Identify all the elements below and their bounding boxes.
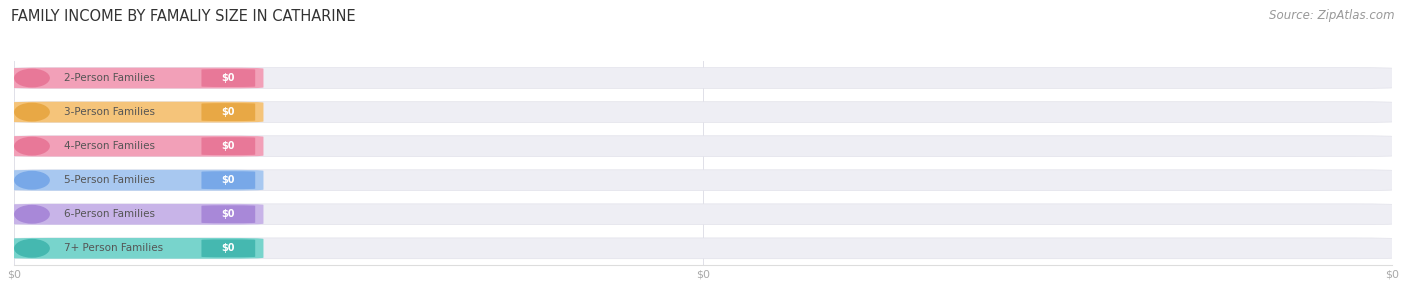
FancyBboxPatch shape bbox=[8, 102, 263, 123]
Text: Source: ZipAtlas.com: Source: ZipAtlas.com bbox=[1270, 9, 1395, 22]
Text: $0: $0 bbox=[222, 243, 235, 253]
Text: 5-Person Families: 5-Person Families bbox=[63, 175, 155, 185]
Text: $0: $0 bbox=[222, 107, 235, 117]
FancyBboxPatch shape bbox=[8, 68, 263, 88]
Text: $0: $0 bbox=[222, 175, 235, 185]
FancyBboxPatch shape bbox=[8, 136, 263, 156]
FancyBboxPatch shape bbox=[201, 137, 256, 155]
FancyBboxPatch shape bbox=[8, 68, 1396, 88]
Text: $0: $0 bbox=[222, 209, 235, 219]
Text: 2-Person Families: 2-Person Families bbox=[63, 73, 155, 83]
FancyBboxPatch shape bbox=[201, 239, 256, 257]
FancyBboxPatch shape bbox=[201, 205, 256, 223]
Ellipse shape bbox=[14, 137, 49, 156]
Ellipse shape bbox=[14, 205, 49, 224]
FancyBboxPatch shape bbox=[8, 204, 1396, 225]
Text: $0: $0 bbox=[222, 73, 235, 83]
Text: 3-Person Families: 3-Person Families bbox=[63, 107, 155, 117]
Ellipse shape bbox=[14, 103, 49, 121]
Ellipse shape bbox=[14, 171, 49, 190]
FancyBboxPatch shape bbox=[201, 103, 256, 121]
FancyBboxPatch shape bbox=[8, 238, 1396, 259]
Ellipse shape bbox=[14, 69, 49, 88]
Text: FAMILY INCOME BY FAMALIY SIZE IN CATHARINE: FAMILY INCOME BY FAMALIY SIZE IN CATHARI… bbox=[11, 9, 356, 24]
Text: 4-Person Families: 4-Person Families bbox=[63, 141, 155, 151]
Text: 7+ Person Families: 7+ Person Families bbox=[63, 243, 163, 253]
Text: 6-Person Families: 6-Person Families bbox=[63, 209, 155, 219]
FancyBboxPatch shape bbox=[201, 69, 256, 87]
FancyBboxPatch shape bbox=[8, 204, 263, 225]
FancyBboxPatch shape bbox=[8, 170, 263, 191]
Text: $0: $0 bbox=[222, 141, 235, 151]
Ellipse shape bbox=[14, 239, 49, 258]
FancyBboxPatch shape bbox=[8, 238, 263, 259]
FancyBboxPatch shape bbox=[8, 102, 1396, 123]
FancyBboxPatch shape bbox=[201, 171, 256, 189]
FancyBboxPatch shape bbox=[8, 136, 1396, 156]
FancyBboxPatch shape bbox=[8, 170, 1396, 191]
